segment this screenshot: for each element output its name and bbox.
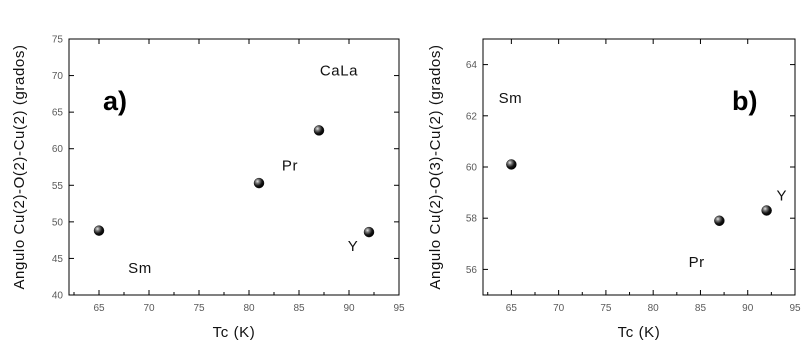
data-point xyxy=(714,215,725,226)
plot-frame xyxy=(482,38,796,296)
data-point xyxy=(761,205,772,216)
x-tick-label: 90 xyxy=(742,303,754,314)
x-axis-title: Tc (K) xyxy=(213,324,256,341)
y-tick-label: 60 xyxy=(466,163,478,174)
data-point xyxy=(363,226,375,238)
y-axis-title: Angulo Cu(2)-O(3)-Cu(2) (grados) xyxy=(427,44,444,289)
x-tick-label: 90 xyxy=(343,303,355,314)
point-annotation: Pr xyxy=(689,254,705,271)
y-tick-label: 55 xyxy=(52,181,64,192)
y-tick-label: 45 xyxy=(52,254,64,265)
y-tick-label: 62 xyxy=(466,111,478,122)
point-annotation: CaLa xyxy=(320,63,358,80)
point-annotation: Sm xyxy=(499,90,523,107)
x-tick-label: 70 xyxy=(143,303,155,314)
x-tick-label: 85 xyxy=(293,303,305,314)
chart-panel-b: 65 70 75 80 85 90 95 56 58 60 62 64 Tc (K) Angulo Cu(… xyxy=(427,38,801,341)
point-annotation: Pr xyxy=(282,158,298,175)
x-axis-title: Tc (K) xyxy=(618,324,661,341)
x-tick-label: 70 xyxy=(553,303,565,314)
data-point xyxy=(506,159,517,170)
data-point xyxy=(253,177,265,189)
panel-label: b) xyxy=(732,86,757,116)
x-tick-label: 65 xyxy=(93,303,105,314)
point-annotation: Sm xyxy=(128,260,152,277)
point-annotation: Y xyxy=(348,238,359,255)
y-tick-label: 64 xyxy=(466,60,478,71)
x-tick-label: 85 xyxy=(695,303,707,314)
y-tick-label: 40 xyxy=(52,291,64,302)
x-tick-label: 80 xyxy=(648,303,660,314)
point-annotation: Y xyxy=(776,187,787,204)
x-tick-label: 95 xyxy=(789,303,801,314)
y-axis-title: Angulo Cu(2)-O(2)-Cu(2) (grados) xyxy=(11,44,28,289)
chart-panel-a: 65 70 75 80 85 90 95 40 45 50 55 60 65 70 75 Tc (K) Angu… xyxy=(11,35,405,342)
y-tick-label: 65 xyxy=(52,108,64,119)
y-tick-label: 75 xyxy=(52,35,64,46)
y-tick-label: 56 xyxy=(466,265,478,276)
y-tick-label: 60 xyxy=(52,144,64,155)
y-tick-label: 70 xyxy=(52,71,64,82)
x-tick-label: 95 xyxy=(393,303,405,314)
data-point xyxy=(313,125,325,136)
y-tick-label: 58 xyxy=(466,214,478,225)
panel-label: a) xyxy=(103,86,127,116)
x-tick-label: 80 xyxy=(243,303,255,314)
data-point xyxy=(93,225,105,236)
y-tick-label: 50 xyxy=(52,217,64,228)
plot-frame xyxy=(68,38,400,296)
x-tick-label: 75 xyxy=(193,303,205,314)
x-tick-label: 65 xyxy=(506,303,518,314)
x-tick-label: 75 xyxy=(600,303,612,314)
